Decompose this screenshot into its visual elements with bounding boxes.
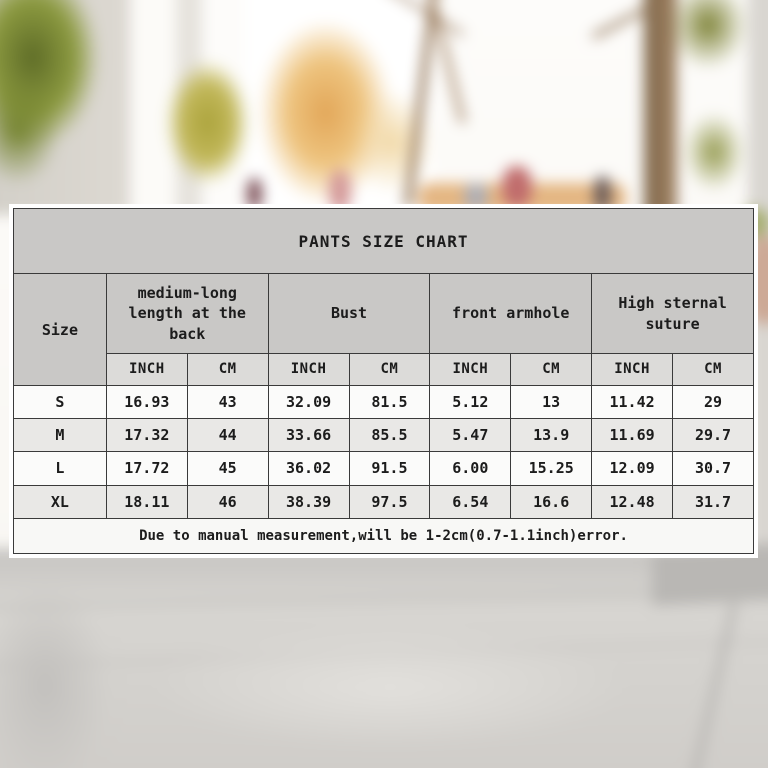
value-cell: 29 — [672, 384, 754, 420]
value-cell: 31.7 — [672, 484, 754, 519]
value-cell: 6.00 — [429, 451, 512, 486]
value-cell: 81.5 — [348, 384, 431, 420]
pavement-highlight — [150, 625, 630, 750]
note-row: Due to manual measurement,will be 1-2cm(… — [13, 517, 754, 555]
value-cell: 11.69 — [591, 418, 673, 453]
pedestrian-blob — [502, 166, 532, 208]
value-cell: 29.7 — [672, 418, 754, 453]
value-cell: 12.09 — [591, 451, 673, 486]
group-header-bust: Bust — [267, 273, 431, 354]
size-cell: L — [13, 451, 107, 486]
unit-header-inch: INCH — [267, 352, 350, 387]
value-cell: 16.93 — [105, 384, 188, 420]
value-cell: 91.5 — [348, 451, 431, 486]
unit-header-inch: INCH — [591, 352, 673, 387]
size-cell: XL — [13, 484, 107, 519]
value-cell: 13.9 — [510, 418, 593, 453]
tree-foliage-blob — [668, 0, 748, 70]
value-cell: 45 — [186, 451, 269, 486]
value-cell: 44 — [186, 418, 269, 453]
size-column-header: Size — [13, 273, 107, 386]
value-cell: 33.66 — [267, 418, 350, 453]
value-cell: 17.72 — [105, 451, 188, 486]
title-row: PANTS SIZE CHART — [13, 207, 754, 275]
group-header-medium-long-length: medium-long length at the back — [105, 273, 269, 354]
unit-header-cm: CM — [186, 352, 269, 387]
unit-header-cm: CM — [348, 352, 431, 387]
table-row-l: L 17.72 45 36.02 91.5 6.00 15.25 12.09 3… — [13, 451, 754, 486]
unit-header-cm: CM — [510, 352, 593, 387]
size-cell: S — [13, 384, 107, 420]
tree-foliage-blob — [683, 112, 745, 192]
value-cell: 17.32 — [105, 418, 188, 453]
group-header-front-armhole: front armhole — [429, 273, 593, 354]
table-row-xl: XL 18.11 46 38.39 97.5 6.54 16.6 12.48 3… — [13, 484, 754, 519]
group-header-high-sternal-suture: High sternal suture — [591, 273, 754, 354]
table-row-m: M 17.32 44 33.66 85.5 5.47 13.9 11.69 29… — [13, 418, 754, 453]
value-cell: 13 — [510, 384, 593, 420]
pavement-shadow — [0, 580, 110, 768]
table-row-s: S 16.93 43 32.09 81.5 5.12 13 11.42 29 — [13, 384, 754, 420]
value-cell: 46 — [186, 484, 269, 519]
measurement-note: Due to manual measurement,will be 1-2cm(… — [13, 517, 754, 555]
bush-blob — [165, 60, 250, 185]
value-cell: 32.09 — [267, 384, 350, 420]
value-cell: 6.54 — [429, 484, 512, 519]
value-cell: 5.47 — [429, 418, 512, 453]
unit-header-inch: INCH — [429, 352, 512, 387]
pants-size-chart-table: PANTS SIZE CHART Size medium-long length… — [13, 207, 754, 555]
pedestrian-blob — [594, 176, 611, 212]
unit-header-cm: CM — [672, 352, 754, 387]
size-cell: M — [13, 418, 107, 453]
unit-header-row: INCH CM INCH CM INCH CM INCH CM — [14, 352, 754, 387]
value-cell: 15.25 — [510, 451, 593, 486]
value-cell: 5.12 — [429, 384, 512, 420]
group-header-row: Size medium-long length at the back Bust… — [13, 273, 754, 386]
value-cell: 12.48 — [591, 484, 673, 519]
value-cell: 11.42 — [591, 384, 673, 420]
pedestrian-blob — [329, 170, 351, 212]
value-cell: 36.02 — [267, 451, 350, 486]
unit-header-inch: INCH — [105, 352, 188, 387]
size-chart-card: PANTS SIZE CHART Size medium-long length… — [9, 204, 758, 558]
value-cell: 85.5 — [348, 418, 431, 453]
value-cell: 30.7 — [672, 451, 754, 486]
value-cell: 38.39 — [267, 484, 350, 519]
value-cell: 16.6 — [510, 484, 593, 519]
table-title: PANTS SIZE CHART — [13, 207, 754, 275]
value-cell: 43 — [186, 384, 269, 420]
value-cell: 18.11 — [105, 484, 188, 519]
value-cell: 97.5 — [348, 484, 431, 519]
pedestrian-blob — [247, 178, 262, 210]
